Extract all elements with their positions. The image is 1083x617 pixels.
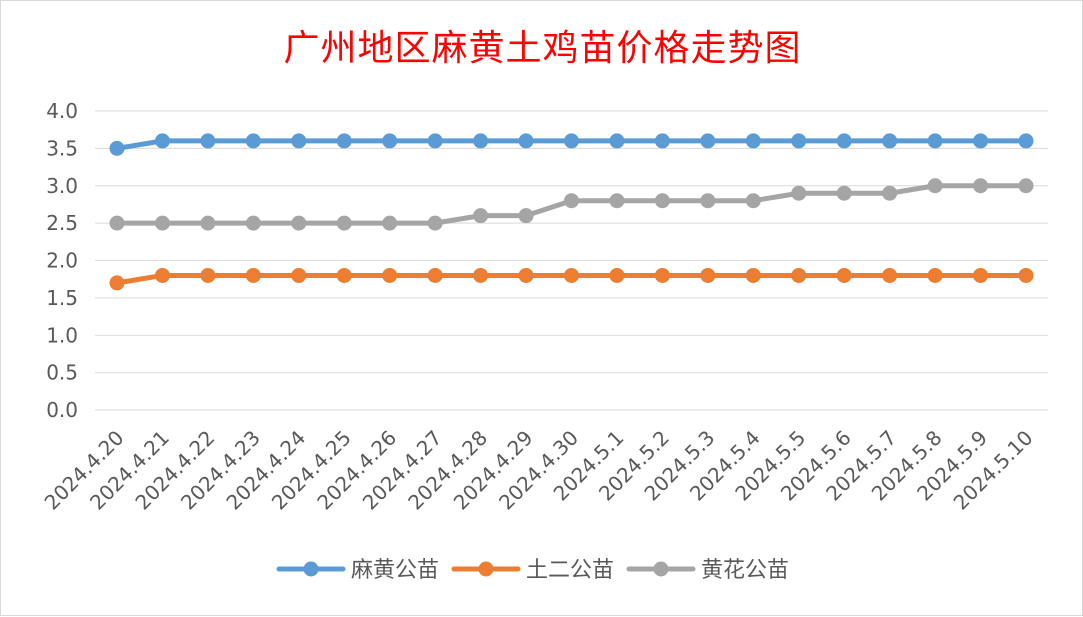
- data-point: [609, 133, 625, 149]
- data-point: [154, 267, 170, 283]
- data-point: [1018, 133, 1034, 149]
- data-point: [745, 267, 761, 283]
- data-point: [927, 178, 943, 194]
- data-point: [427, 133, 443, 149]
- data-point: [291, 267, 307, 283]
- data-point: [1018, 178, 1034, 194]
- data-point: [836, 133, 852, 149]
- data-point: [518, 267, 534, 283]
- data-point: [382, 133, 398, 149]
- data-point: [1018, 267, 1034, 283]
- data-point: [700, 267, 716, 283]
- data-point: [700, 193, 716, 209]
- data-point: [154, 133, 170, 149]
- data-point: [109, 275, 125, 291]
- legend-item: 麻黄公苗: [276, 558, 439, 583]
- data-point: [382, 267, 398, 283]
- data-point: [427, 215, 443, 231]
- legend-label: 土二公苗: [526, 558, 614, 583]
- data-point: [791, 267, 807, 283]
- chart-title: 广州地区麻黄土鸡苗价格走势图: [283, 28, 802, 69]
- y-tick-label: 1.0: [46, 323, 78, 347]
- series-2: [109, 267, 1034, 291]
- data-point: [109, 140, 125, 156]
- y-tick-label: 4.0: [46, 99, 78, 123]
- y-tick-label: 2.5: [46, 211, 78, 235]
- data-point: [927, 267, 943, 283]
- data-point: [291, 215, 307, 231]
- gridlines: [95, 110, 1048, 411]
- data-point: [564, 267, 579, 283]
- data-point: [518, 208, 534, 224]
- data-point: [745, 133, 761, 149]
- y-tick-label: 3.0: [46, 174, 78, 198]
- data-point: [336, 267, 352, 283]
- data-point: [518, 133, 534, 149]
- data-point: [745, 193, 761, 209]
- data-point: [609, 193, 625, 209]
- data-point: [200, 215, 216, 231]
- data-point: [245, 215, 261, 231]
- data-point: [109, 215, 125, 231]
- series-1: [109, 133, 1034, 156]
- legend: 麻黄公苗 土二公苗 黄花公苗: [276, 558, 789, 583]
- data-point: [200, 267, 216, 283]
- data-point: [700, 133, 716, 149]
- data-point: [882, 267, 898, 283]
- y-tick-label: 0.0: [46, 398, 78, 422]
- data-point: [836, 185, 852, 201]
- y-tick-label: 0.5: [46, 361, 78, 385]
- data-point: [927, 133, 943, 149]
- data-point: [245, 133, 261, 149]
- data-point: [564, 193, 579, 209]
- data-point: [654, 193, 670, 209]
- data-point: [245, 267, 261, 283]
- legend-item: 土二公苗: [451, 558, 614, 583]
- x-axis-ticks: 2024.4.202024.4.212024.4.222024.4.232024…: [40, 426, 1038, 515]
- data-point: [882, 133, 898, 149]
- data-point: [609, 267, 625, 283]
- data-point: [473, 133, 489, 149]
- legend-label: 黄花公苗: [701, 558, 789, 583]
- legend-swatch-marker: [653, 561, 669, 577]
- y-tick-label: 1.5: [46, 286, 78, 310]
- data-point: [564, 133, 579, 149]
- legend-swatch-marker: [303, 561, 319, 577]
- data-point: [973, 133, 989, 149]
- data-point: [200, 133, 216, 149]
- legend-label: 麻黄公苗: [351, 558, 439, 583]
- y-tick-label: 2.0: [46, 249, 78, 273]
- data-point: [336, 133, 352, 149]
- data-point: [336, 215, 352, 231]
- data-point: [973, 178, 989, 194]
- series-lines: [109, 133, 1034, 291]
- data-point: [973, 267, 989, 283]
- y-axis-ticks: 0.0 0.5 1.0 1.5 2.0 2.5 3.0 3.5 4.0: [46, 99, 78, 422]
- data-point: [882, 185, 898, 201]
- data-point: [791, 185, 807, 201]
- legend-swatch-marker: [478, 561, 494, 577]
- data-point: [473, 208, 489, 224]
- data-point: [473, 267, 489, 283]
- data-point: [654, 133, 670, 149]
- data-point: [836, 267, 852, 283]
- y-tick-label: 3.5: [46, 136, 78, 160]
- data-point: [427, 267, 443, 283]
- data-point: [654, 267, 670, 283]
- data-point: [154, 215, 170, 231]
- data-point: [291, 133, 307, 149]
- data-point: [791, 133, 807, 149]
- data-point: [382, 215, 398, 231]
- series-3: [109, 178, 1034, 231]
- legend-item: 黄花公苗: [626, 558, 789, 583]
